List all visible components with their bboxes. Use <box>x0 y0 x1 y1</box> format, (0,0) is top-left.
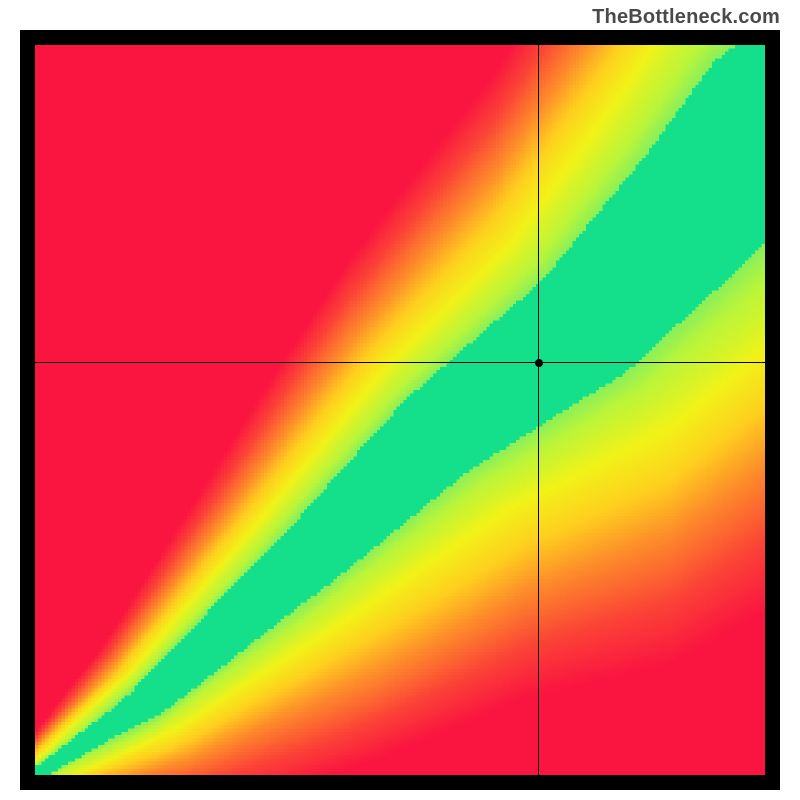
plot-area <box>20 30 780 790</box>
heatmap-canvas <box>35 45 765 775</box>
figure: TheBottleneck.com <box>0 0 800 800</box>
watermark-text: TheBottleneck.com <box>592 6 780 29</box>
crosshair-marker <box>535 359 543 367</box>
crosshair-vertical <box>538 45 539 775</box>
crosshair-horizontal <box>35 362 765 363</box>
